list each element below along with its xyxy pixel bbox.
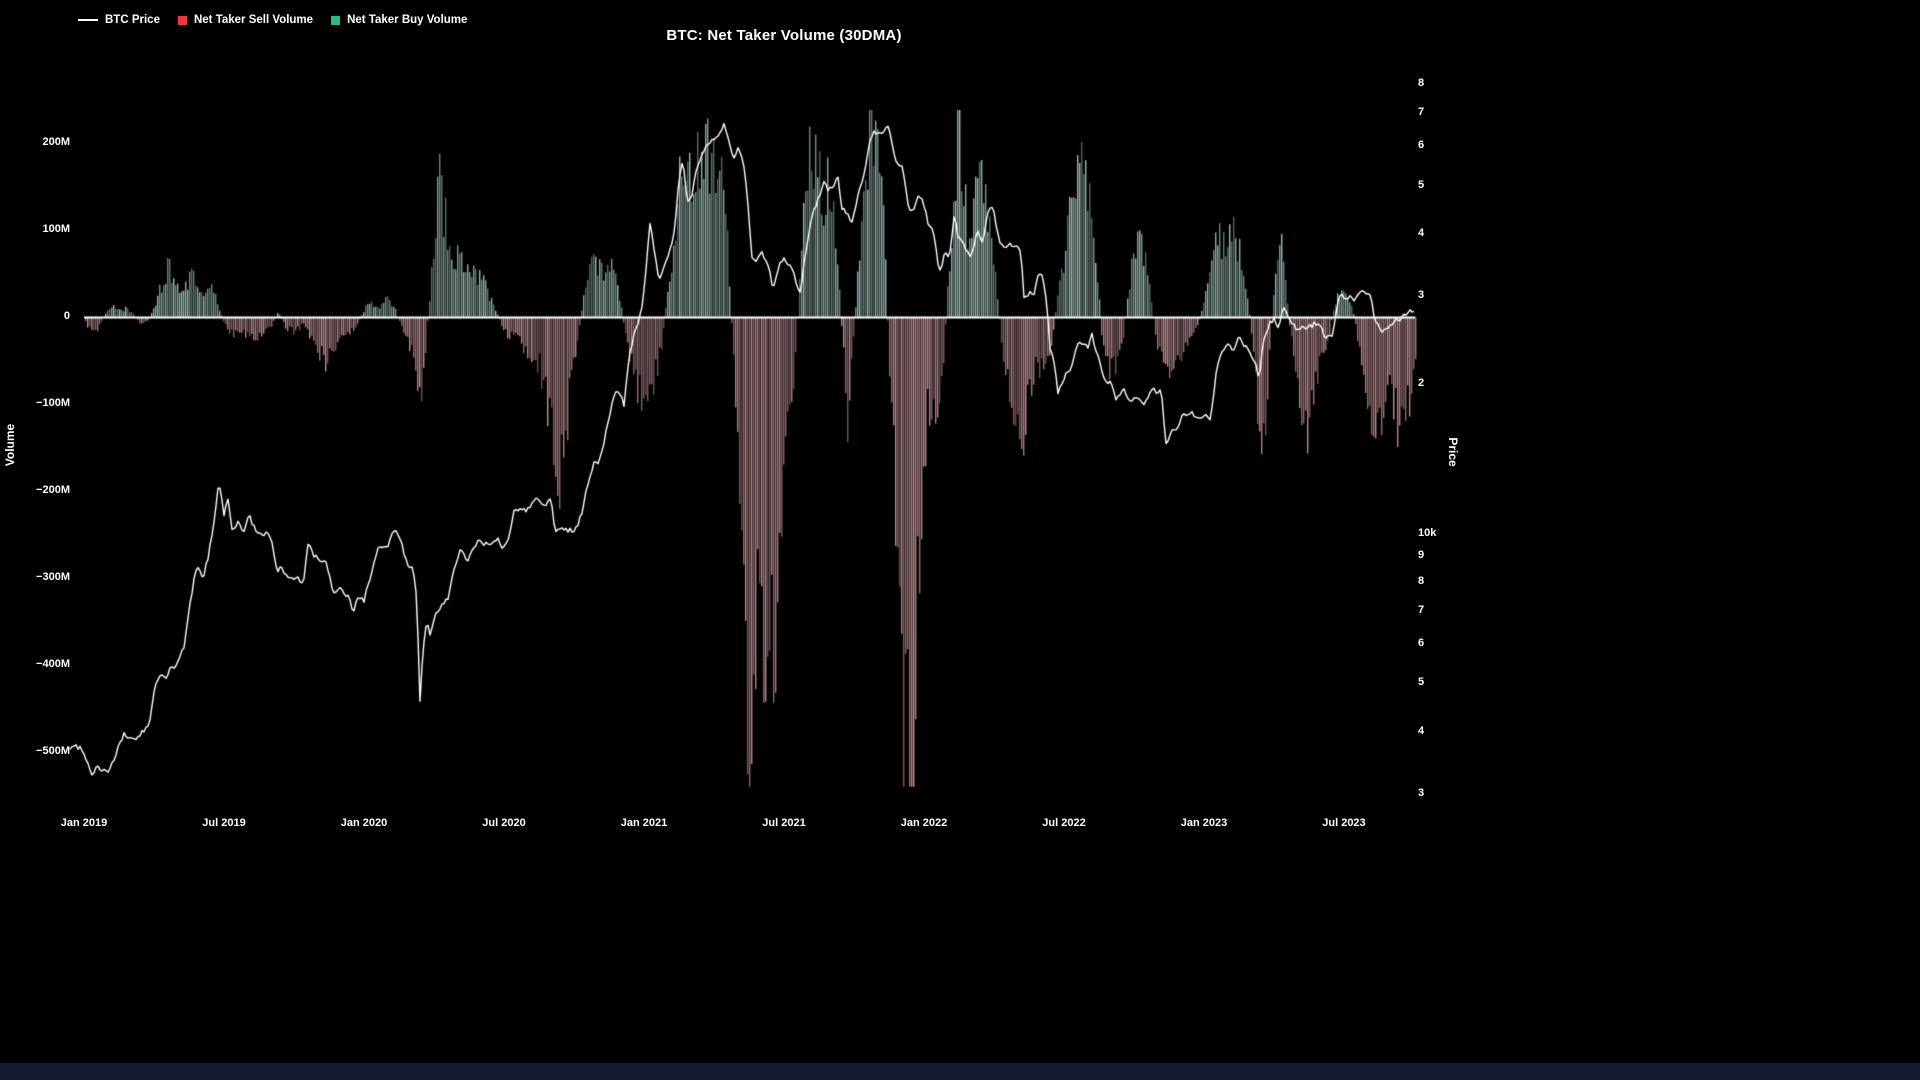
volume-axis-tick: −400M — [36, 658, 70, 670]
volume-axis-tick: 100M — [42, 223, 70, 235]
btc-price-line-swatch-icon — [78, 19, 98, 21]
volume-axis-title: Volume — [3, 423, 17, 467]
x-axis-tick: Jul 2021 — [762, 817, 806, 829]
x-axis-tick: Jan 2019 — [60, 817, 108, 829]
volume-axis-tick: 200M — [42, 136, 70, 148]
legend-label-buy-volume: Net Taker Buy Volume — [347, 14, 468, 26]
footer-bar — [0, 1063, 1920, 1080]
legend-item-net-taker-sell-volume[interactable]: Net Taker Sell Volume — [177, 14, 314, 26]
chart-canvas[interactable] — [0, 0, 1500, 860]
legend-item-net-taker-buy-volume[interactable]: Net Taker Buy Volume — [331, 14, 467, 26]
price-axis-tick: 5 — [1418, 178, 1425, 191]
price-axis-tick: 4 — [1418, 226, 1425, 239]
legend-label-sell-volume: Net Taker Sell Volume — [193, 14, 314, 26]
legend-item-btc-price[interactable]: BTC Price — [78, 14, 160, 26]
price-axis-tick: 7 — [1418, 603, 1425, 616]
price-axis-tick: 3 — [1418, 289, 1425, 302]
price-axis-tick: 7 — [1418, 105, 1425, 118]
x-axis-tick: Jan 2022 — [900, 817, 948, 829]
price-axis-tick: 9 — [1418, 549, 1425, 562]
volume-axis-tick: −300M — [36, 571, 70, 583]
price-axis-tick: 10k — [1418, 526, 1437, 539]
volume-axis-tick: −500M — [36, 745, 70, 757]
price-axis-title: Price — [1446, 437, 1460, 467]
price-axis-tick: 6 — [1418, 139, 1425, 152]
volume-axis-tick: 0 — [63, 310, 70, 322]
volume-axis-tick: −200M — [36, 484, 70, 496]
chart-title: BTC: Net Taker Volume (30DMA) — [666, 27, 902, 44]
sell-volume-swatch-icon — [177, 15, 187, 25]
volume-axis-tick: −100M — [36, 397, 70, 409]
x-axis-tick: Jul 2019 — [202, 817, 246, 829]
x-axis-tick: Jan 2023 — [1180, 817, 1228, 829]
chart-legend: BTC Price Net Taker Sell Volume Net Take… — [78, 14, 467, 26]
x-axis-tick: Jan 2021 — [620, 817, 668, 829]
price-axis-tick: 8 — [1418, 574, 1425, 587]
price-axis-tick: 5 — [1418, 676, 1425, 689]
price-axis-tick: 8 — [1418, 77, 1425, 89]
price-axis-tick: 3 — [1418, 786, 1425, 799]
price-axis-tick: 2 — [1418, 376, 1425, 389]
x-axis-tick: Jul 2023 — [1322, 817, 1366, 829]
x-axis-tick: Jul 2022 — [1042, 817, 1086, 829]
x-axis-tick: Jan 2020 — [340, 817, 388, 829]
price-axis-tick: 4 — [1418, 724, 1425, 737]
price-axis-tick: 6 — [1418, 636, 1425, 649]
buy-volume-swatch-icon — [331, 15, 341, 25]
x-axis-tick: Jul 2020 — [482, 817, 526, 829]
legend-label-btc-price: BTC Price — [105, 14, 160, 26]
